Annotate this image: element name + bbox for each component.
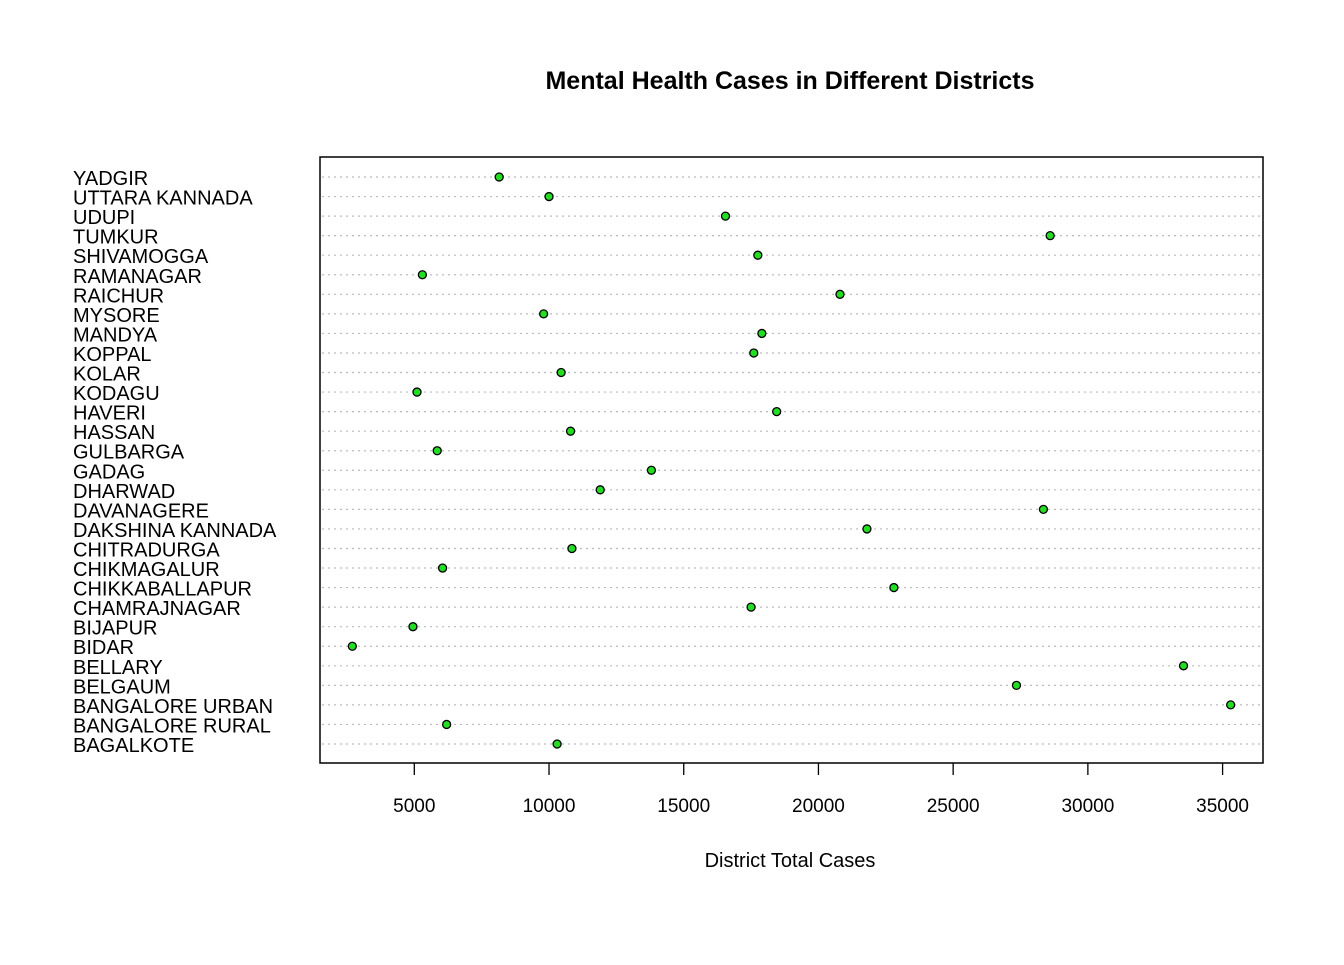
category-label: DHARWAD — [73, 481, 175, 503]
data-point — [347, 641, 357, 651]
data-point — [556, 367, 566, 378]
x-tick-label: 15000 — [657, 796, 710, 817]
data-point — [417, 270, 428, 280]
data-point — [772, 406, 782, 417]
x-axis-ticks: 5000 10000 15000 20000 25000 30000 35000 — [393, 763, 1249, 817]
category-label: CHAMRAJNAGAR — [73, 598, 241, 620]
data-point — [565, 426, 576, 436]
data-point — [544, 191, 554, 202]
category-label: BAGALKOTE — [73, 735, 194, 757]
category-label: GULBARGA — [73, 442, 185, 464]
data-point — [1226, 700, 1236, 710]
data-point — [567, 543, 577, 554]
data-point — [408, 622, 418, 632]
x-tick-label: 30000 — [1061, 796, 1114, 817]
category-label: BELGAUM — [73, 676, 171, 698]
category-label: BIJAPUR — [73, 618, 157, 640]
x-tick-label: 25000 — [927, 796, 980, 817]
category-label: SHIVAMOGGA — [73, 246, 209, 268]
category-label: KODAGU — [73, 383, 160, 405]
x-axis-label: District Total Cases — [705, 850, 876, 872]
data-point — [494, 172, 504, 182]
category-label: MANDYA — [73, 324, 158, 346]
x-tick-label: 10000 — [523, 796, 576, 817]
data-point — [1038, 504, 1049, 515]
category-label: HASSAN — [73, 422, 155, 444]
data-point — [538, 309, 549, 319]
data-point — [646, 465, 657, 475]
chart-title: Mental Health Cases in Different Distric… — [545, 67, 1034, 95]
grid-lines — [322, 176, 1261, 745]
x-tick-label: 20000 — [792, 796, 845, 817]
data-point — [862, 524, 872, 534]
data-point — [749, 348, 759, 358]
data-point — [720, 211, 731, 221]
data-points — [347, 172, 1236, 749]
data-point — [1011, 680, 1022, 690]
category-label: CHIKKABALLAPUR — [73, 579, 252, 601]
data-point — [746, 602, 756, 612]
x-tick-label: 5000 — [393, 796, 435, 817]
category-label: YADGIR — [73, 168, 148, 190]
category-label: UDUPI — [73, 207, 135, 229]
category-label: DAVANAGERE — [73, 500, 209, 522]
category-label: BANGALORE RURAL — [73, 715, 271, 737]
category-label: KOPPAL — [73, 344, 152, 366]
category-label: GADAG — [73, 461, 145, 483]
category-label: RAMANAGAR — [73, 266, 202, 288]
category-label: DAKSHINA KANNADA — [73, 520, 277, 542]
data-point — [595, 485, 605, 495]
data-point — [441, 719, 452, 730]
data-point — [437, 563, 448, 573]
data-point — [552, 739, 562, 749]
category-label: BELLARY — [73, 657, 163, 679]
data-point — [1045, 231, 1055, 241]
category-label: TUMKUR — [73, 227, 159, 249]
data-point — [1178, 661, 1189, 671]
data-point — [412, 387, 422, 397]
category-label: CHIKMAGALUR — [73, 559, 220, 581]
data-point — [835, 289, 845, 299]
category-label: BIDAR — [73, 637, 134, 659]
x-tick-label: 35000 — [1196, 796, 1249, 817]
data-point — [753, 250, 763, 260]
data-point — [757, 328, 767, 339]
plot-frame — [319, 156, 1264, 764]
category-label: BANGALORE URBAN — [73, 696, 273, 718]
category-label: MYSORE — [73, 305, 160, 327]
category-label: HAVERI — [73, 403, 146, 425]
category-label: CHITRADURGA — [73, 539, 220, 561]
category-label: KOLAR — [73, 364, 141, 386]
category-label: RAICHUR — [73, 285, 164, 307]
data-point — [889, 582, 899, 593]
category-label: UTTARA KANNADA — [73, 188, 253, 210]
data-point — [432, 446, 442, 456]
